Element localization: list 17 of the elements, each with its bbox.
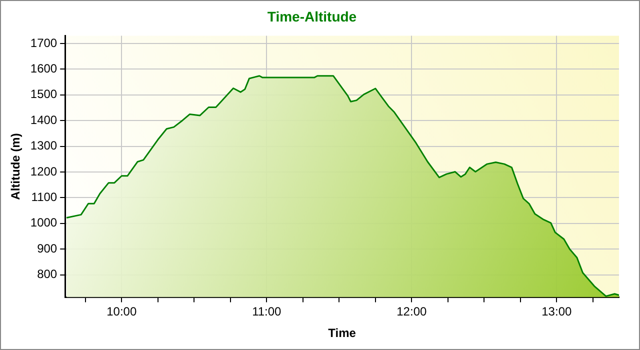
y-tick-label: 800 — [37, 267, 58, 282]
y-axis-title: Altitude (m) — [8, 133, 23, 200]
y-tick-label: 1700 — [30, 36, 58, 50]
x-axis-title: Time — [328, 326, 356, 340]
x-tick-label: 10:00 — [106, 304, 137, 319]
y-tick-label: 900 — [37, 241, 58, 256]
y-tick-label: 1600 — [30, 62, 58, 76]
x-tick-label: 12:00 — [396, 304, 427, 319]
y-tick-label: 1100 — [31, 190, 58, 204]
y-tick-label: 1200 — [30, 164, 58, 178]
y-tick-label: 1300 — [30, 138, 58, 153]
y-tick-label: 1000 — [30, 216, 58, 230]
y-tick-label: 1400 — [30, 112, 58, 127]
y-tick-label: 1500 — [30, 87, 58, 102]
x-tick-label: 13:00 — [542, 304, 572, 319]
chart-title: Time-Altitude — [267, 8, 357, 24]
x-tick-label: 11:00 — [252, 304, 282, 319]
